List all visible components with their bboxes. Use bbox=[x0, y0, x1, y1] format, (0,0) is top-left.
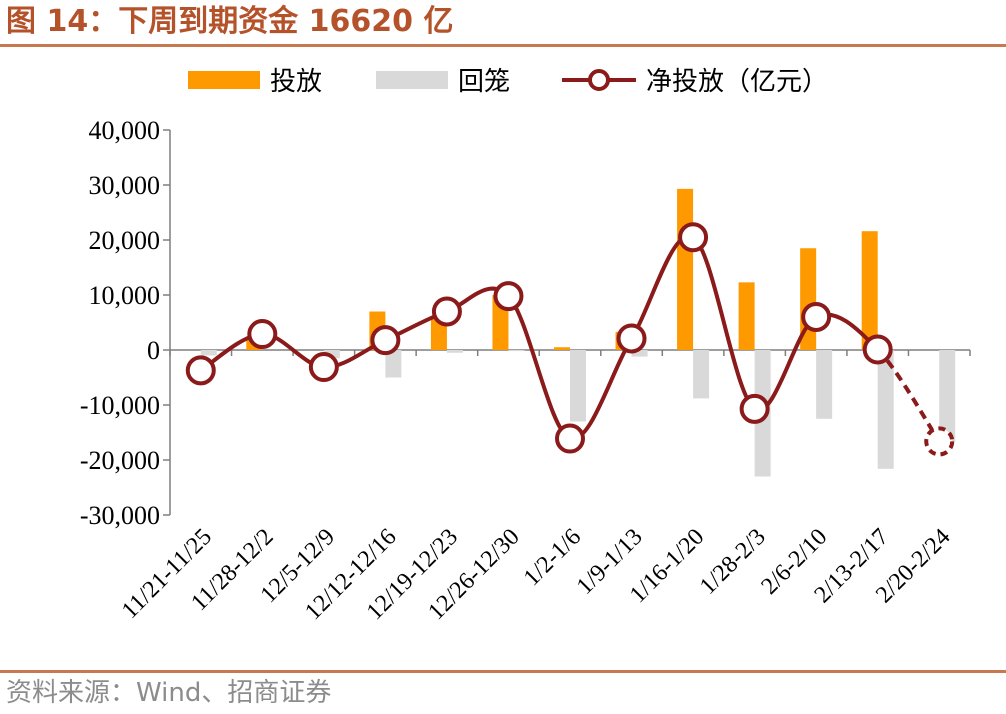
legend-label-net: 净投放（亿元） bbox=[646, 67, 828, 97]
title-divider bbox=[0, 44, 1006, 47]
y-tick-label: 30,000 bbox=[89, 171, 161, 200]
net-injection-point bbox=[431, 296, 462, 327]
withdrawal-bar bbox=[508, 350, 525, 352]
withdrawal-bar bbox=[631, 350, 648, 357]
net-injection-point bbox=[308, 352, 339, 383]
source-note: 资料来源：Wind、招商证券 bbox=[6, 678, 332, 708]
legend-swatch-withdrawal bbox=[376, 71, 448, 89]
net-injection-point bbox=[185, 355, 216, 386]
net-injection-point bbox=[555, 423, 585, 454]
net-injection-point bbox=[370, 325, 401, 356]
net-injection-point bbox=[616, 323, 647, 354]
category-labels: 11/21-11/2511/28-12/212/5-12/912/12-12/1… bbox=[117, 524, 956, 625]
withdrawal-bar bbox=[693, 350, 710, 399]
y-tick-label: 40,000 bbox=[89, 116, 161, 145]
y-tick-label: 20,000 bbox=[89, 226, 161, 255]
net-injection-point bbox=[247, 319, 278, 350]
footer-divider bbox=[0, 670, 1006, 673]
legend-swatch-injection bbox=[188, 71, 260, 89]
net-injection-point bbox=[862, 334, 893, 365]
net-injection-point bbox=[801, 302, 832, 332]
injection-bar bbox=[554, 347, 570, 350]
withdrawal-bar bbox=[323, 350, 340, 359]
category-label: 1/28-2/3 bbox=[695, 524, 771, 600]
y-tick-label: 0 bbox=[147, 336, 160, 365]
withdrawal-bar bbox=[877, 350, 894, 469]
net-injection-point bbox=[678, 222, 709, 253]
axes: 40,000 30,000 20,000 10,000 0 -10,000 -20,000 -… bbox=[80, 116, 971, 530]
net-injection-projected-point bbox=[924, 426, 955, 457]
injection-bar bbox=[738, 282, 755, 350]
y-tick-label: -20,000 bbox=[80, 446, 160, 475]
injection-bar bbox=[677, 188, 694, 350]
withdrawal-bar bbox=[446, 350, 463, 353]
withdrawal-bar bbox=[385, 350, 402, 378]
legend-label-withdrawal: 回笼 bbox=[458, 67, 510, 97]
withdrawal-bar bbox=[200, 350, 217, 356]
withdrawal-bar bbox=[939, 350, 956, 442]
net-injection-line bbox=[185, 222, 955, 457]
net-injection-point bbox=[493, 281, 524, 312]
y-tick-label: -10,000 bbox=[80, 391, 160, 420]
withdrawal-bar bbox=[816, 350, 833, 419]
y-tick-label: -30,000 bbox=[80, 501, 160, 530]
figure-title: 图 14：下周到期资金 16620 亿 bbox=[6, 4, 454, 39]
liquidity-chart: 投放 回笼 净投放（亿元） 40,000 30,000 20,000 10,000 0 -10… bbox=[80, 67, 971, 625]
legend-label-injection: 投放 bbox=[270, 67, 322, 97]
injection-bar bbox=[861, 231, 878, 350]
withdrawal-bar bbox=[570, 350, 586, 422]
chart-legend: 投放 回笼 净投放（亿元） bbox=[188, 67, 828, 97]
y-tick-label: 10,000 bbox=[89, 281, 161, 310]
legend-swatch-net-marker bbox=[588, 69, 610, 91]
net-injection-path bbox=[199, 234, 880, 441]
net-injection-point bbox=[739, 393, 770, 424]
